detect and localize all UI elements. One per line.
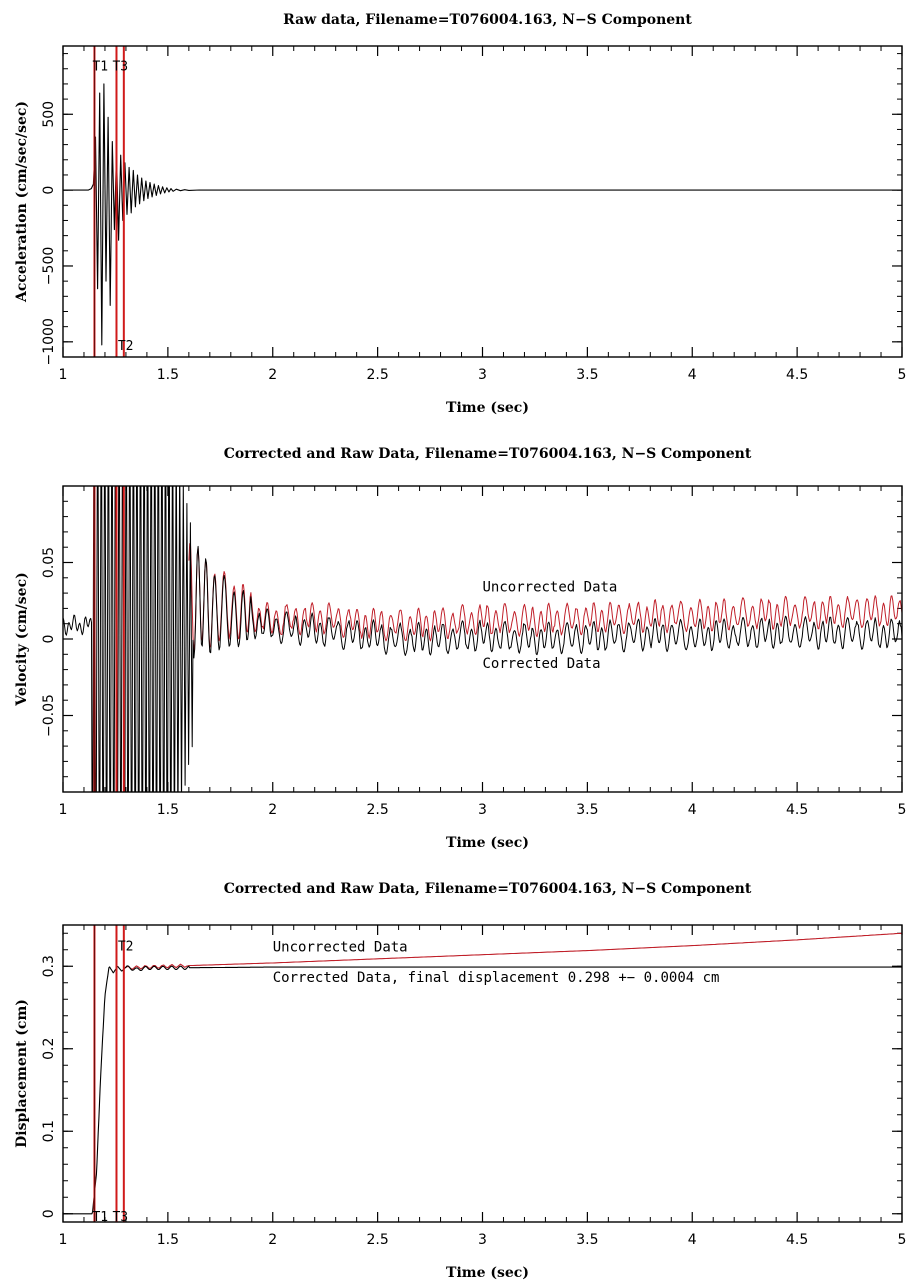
x-axis-label: Time (sec) <box>446 1265 529 1281</box>
x-tick-label: 5 <box>898 367 907 383</box>
plot-frame <box>62 924 903 1223</box>
marker-label: T2 <box>118 940 134 955</box>
y-tick-label: 0.05 <box>41 547 57 578</box>
y-tick-label: 0 <box>41 186 57 195</box>
marker-label: T1 <box>92 1210 108 1225</box>
x-tick-label: 4.5 <box>786 1232 808 1248</box>
x-tick-label: 1.5 <box>157 802 179 818</box>
x-tick-label: 3.5 <box>576 1232 598 1248</box>
marker-label: T3 <box>112 60 128 75</box>
x-tick-label: 1 <box>59 802 68 818</box>
marker-label: T3 <box>112 1210 128 1225</box>
series-line-raw <box>63 83 902 346</box>
x-tick-label: 1.5 <box>157 367 179 383</box>
y-tick-label: 0.3 <box>41 955 57 977</box>
annotation: Corrected Data, final displacement 0.298… <box>273 970 720 986</box>
chart-panel-1: Raw data, Filename=T076004.163, N−S Comp… <box>14 12 906 416</box>
y-tick-label: 0 <box>41 1209 57 1218</box>
annotation: Corrected Data <box>483 656 601 672</box>
series-line-corrected-data <box>63 965 902 1215</box>
chart-panel-2: Corrected and Raw Data, Filename=T076004… <box>14 446 907 851</box>
series-line-corrected-data <box>63 486 902 792</box>
x-tick-label: 5 <box>898 1232 907 1248</box>
x-tick-label: 3 <box>478 367 487 383</box>
x-axis-label: Time (sec) <box>446 400 529 416</box>
chart-title: Corrected and Raw Data, Filename=T076004… <box>224 881 752 897</box>
series-line-uncorrected-data <box>125 932 902 970</box>
x-tick-label: 4 <box>688 1232 697 1248</box>
x-tick-label: 1.5 <box>157 1232 179 1248</box>
chart-title: Corrected and Raw Data, Filename=T076004… <box>224 446 752 462</box>
plot-area <box>63 486 902 792</box>
y-tick-label: 0.1 <box>41 1120 57 1142</box>
x-tick-label: 2 <box>268 367 277 383</box>
y-axis-label: Velocity (cm/sec) <box>14 572 30 706</box>
x-tick-label: 2.5 <box>366 367 388 383</box>
y-axis-label: Acceleration (cm/sec/sec) <box>14 101 30 303</box>
marker-label: T2 <box>118 339 134 354</box>
x-tick-label: 4 <box>688 802 697 818</box>
x-tick-label: 4 <box>688 367 697 383</box>
series-line-uncorrected-data <box>188 543 902 654</box>
y-tick-label: −500 <box>41 247 57 285</box>
y-tick-label: 500 <box>41 101 57 128</box>
x-tick-label: 3 <box>478 1232 487 1248</box>
x-axis-label: Time (sec) <box>446 835 529 851</box>
y-axis-label: Displacement (cm) <box>14 999 30 1148</box>
plot-frame <box>62 485 903 793</box>
x-tick-label: 2.5 <box>366 802 388 818</box>
annotation: Uncorrected Data <box>483 580 618 596</box>
plot-frame <box>62 45 903 358</box>
x-tick-label: 3.5 <box>576 802 598 818</box>
annotation: Uncorrected Data <box>273 939 408 955</box>
x-tick-label: 4.5 <box>786 367 808 383</box>
x-tick-label: 3.5 <box>576 367 598 383</box>
x-tick-label: 1 <box>59 367 68 383</box>
y-tick-label: −0.05 <box>41 694 57 737</box>
x-tick-label: 4.5 <box>786 802 808 818</box>
x-tick-label: 2.5 <box>366 1232 388 1248</box>
marker-label: T1 <box>92 60 108 75</box>
x-tick-label: 3 <box>478 802 487 818</box>
chart-title: Raw data, Filename=T076004.163, N−S Comp… <box>283 12 692 28</box>
plot-area <box>63 932 902 1215</box>
x-tick-label: 1 <box>59 1232 68 1248</box>
x-tick-label: 5 <box>898 802 907 818</box>
x-tick-label: 2 <box>268 802 277 818</box>
chart-panel-3: Corrected and Raw Data, Filename=T076004… <box>14 881 906 1281</box>
x-tick-label: 2 <box>268 1232 277 1248</box>
plot-area <box>63 83 902 346</box>
y-tick-label: 0 <box>41 635 57 644</box>
y-tick-label: −1000 <box>41 318 57 365</box>
y-tick-label: 0.2 <box>41 1038 57 1060</box>
